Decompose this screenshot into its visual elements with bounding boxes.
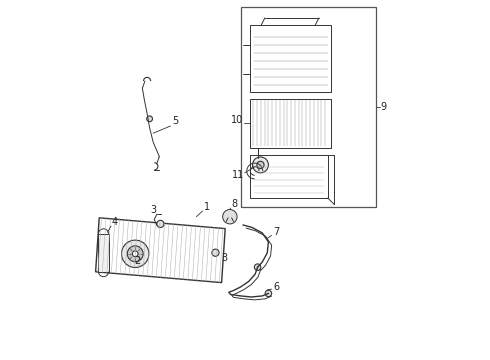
Text: 2: 2	[134, 256, 140, 266]
Bar	[250, 25, 331, 92]
Bar	[250, 155, 328, 198]
Circle shape	[254, 264, 261, 270]
Bar	[242, 7, 376, 207]
Circle shape	[157, 220, 164, 228]
Text: 3: 3	[221, 253, 228, 263]
Bar	[98, 234, 109, 272]
Text: 1: 1	[204, 202, 210, 212]
Circle shape	[122, 240, 149, 267]
Circle shape	[212, 249, 219, 256]
Text: 10: 10	[231, 115, 243, 125]
Bar	[250, 99, 331, 148]
Circle shape	[265, 290, 271, 297]
Circle shape	[147, 116, 152, 122]
Text: 7: 7	[273, 227, 279, 237]
Text: 4: 4	[112, 217, 118, 227]
Text: 3: 3	[150, 205, 156, 215]
Text: 11: 11	[232, 170, 244, 180]
Circle shape	[127, 246, 143, 262]
Text: 5: 5	[172, 116, 178, 126]
Text: 9: 9	[380, 102, 386, 112]
Text: 8: 8	[231, 199, 238, 209]
Circle shape	[222, 210, 237, 224]
Circle shape	[257, 161, 264, 168]
Circle shape	[252, 157, 269, 173]
Circle shape	[132, 251, 138, 257]
Text: 6: 6	[273, 282, 279, 292]
